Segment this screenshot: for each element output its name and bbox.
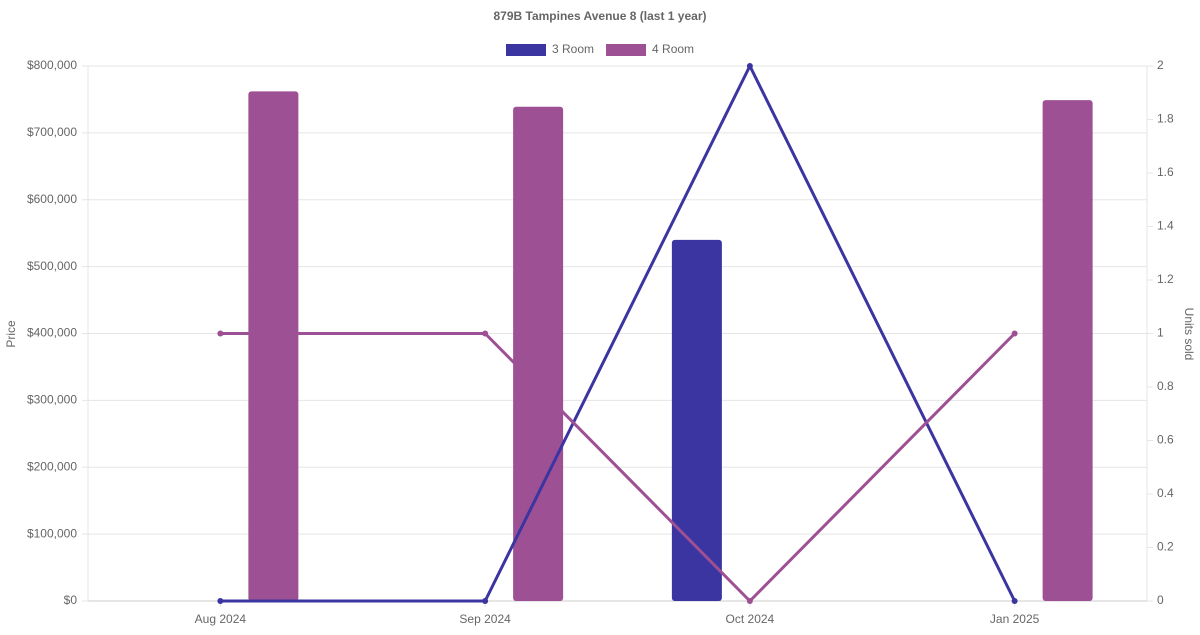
y-tick-label: $200,000 [27,459,77,473]
point [1011,330,1018,337]
y2-tick-label: 1.4 [1157,219,1174,233]
y2-tick-label: 1.2 [1157,272,1174,286]
y-tick-label: $700,000 [27,125,77,139]
y-axis-label: Price [4,320,18,348]
y2-tick-label: 0.6 [1157,433,1174,447]
line [220,62,1016,603]
point [217,598,224,604]
legend-label: 3 Room [552,42,594,56]
y-tick-label: $800,000 [27,58,77,72]
y-tick-label: $600,000 [27,192,77,206]
y2-tick-label: 0.8 [1157,379,1174,393]
chart-title: 879B Tampines Avenue 8 (last 1 year) [494,9,707,23]
y2-tick-label: 1 [1157,326,1164,340]
legend-swatch [606,44,647,56]
line [220,332,1016,604]
x-tick-label: Jan 2025 [990,612,1040,626]
y-tick-label: $400,000 [27,326,77,340]
y-tick-label: $500,000 [27,259,77,273]
bar [513,106,564,601]
legend-label: 4 Room [652,42,694,56]
bar [248,91,299,601]
x-tick-label: Sep 2024 [459,612,511,626]
y2-tick-label: 1.8 [1157,112,1174,126]
y-tick-label: $100,000 [27,526,77,540]
y2-tick-label: 0.2 [1157,540,1174,554]
point [217,330,224,337]
x-tick-label: Aug 2024 [195,612,247,626]
y2-tick-label: 2 [1157,58,1164,72]
bar [671,239,722,601]
y2-axis-label: Units sold [1182,308,1196,361]
y2-tick-label: 0 [1157,593,1164,607]
bar [1042,100,1093,601]
y2-tick-label: 0.4 [1157,486,1174,500]
point [746,598,753,604]
y-tick-label: $300,000 [27,393,77,407]
y-tick-label: $0 [64,593,78,607]
point [482,598,489,604]
point [1011,598,1018,604]
point [482,330,489,337]
x-tick-label: Oct 2024 [726,612,775,626]
y2-tick-label: 1.6 [1157,165,1174,179]
point [746,63,753,69]
legend-swatch [506,44,546,56]
